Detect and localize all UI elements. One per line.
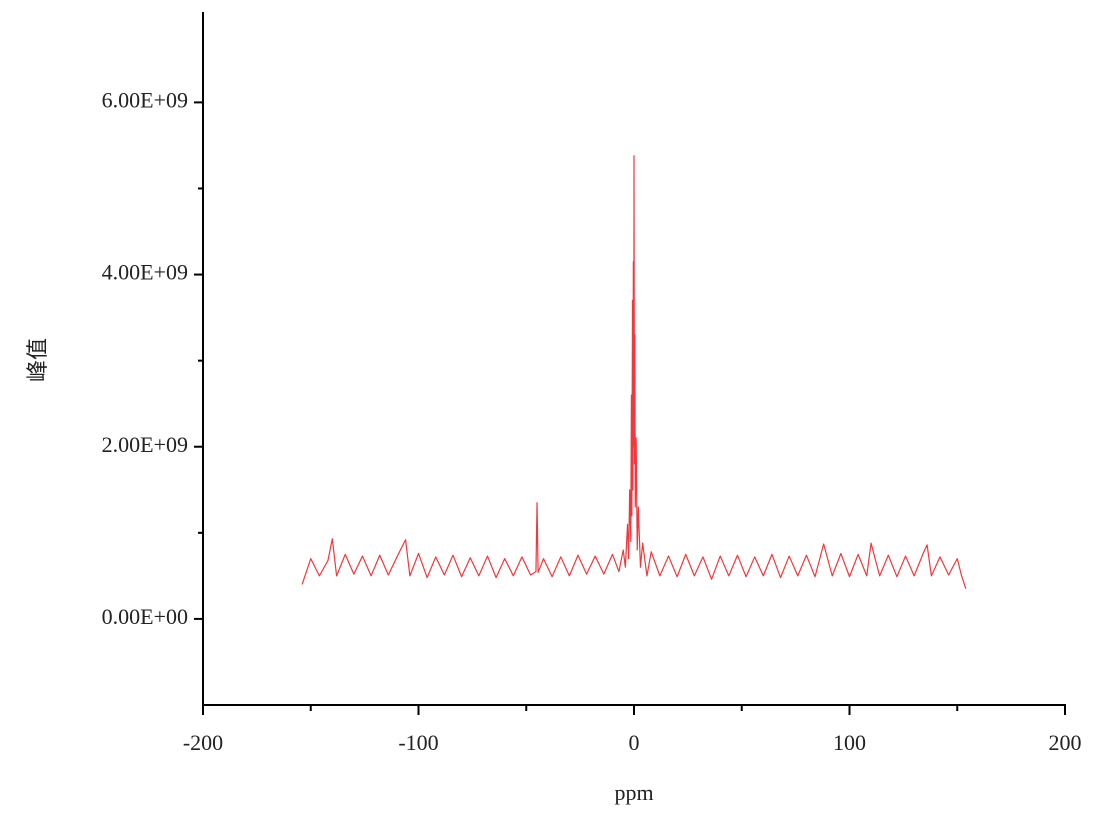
y-tick-label: 6.00E+09	[102, 87, 188, 112]
x-tick-label: -200	[183, 730, 223, 755]
y-tick-label: 0.00E+00	[102, 604, 188, 629]
y-axis-label: 峰值	[25, 338, 50, 382]
spectrum-line	[301, 155, 967, 589]
x-tick-label: 0	[629, 730, 640, 755]
x-axis-label: ppm	[614, 780, 653, 805]
y-tick-label: 4.00E+09	[102, 260, 188, 285]
x-tick-label: 100	[833, 730, 866, 755]
y-tick-label: 2.00E+09	[102, 432, 188, 457]
x-tick-label: -100	[398, 730, 438, 755]
x-tick-label: 200	[1049, 730, 1082, 755]
